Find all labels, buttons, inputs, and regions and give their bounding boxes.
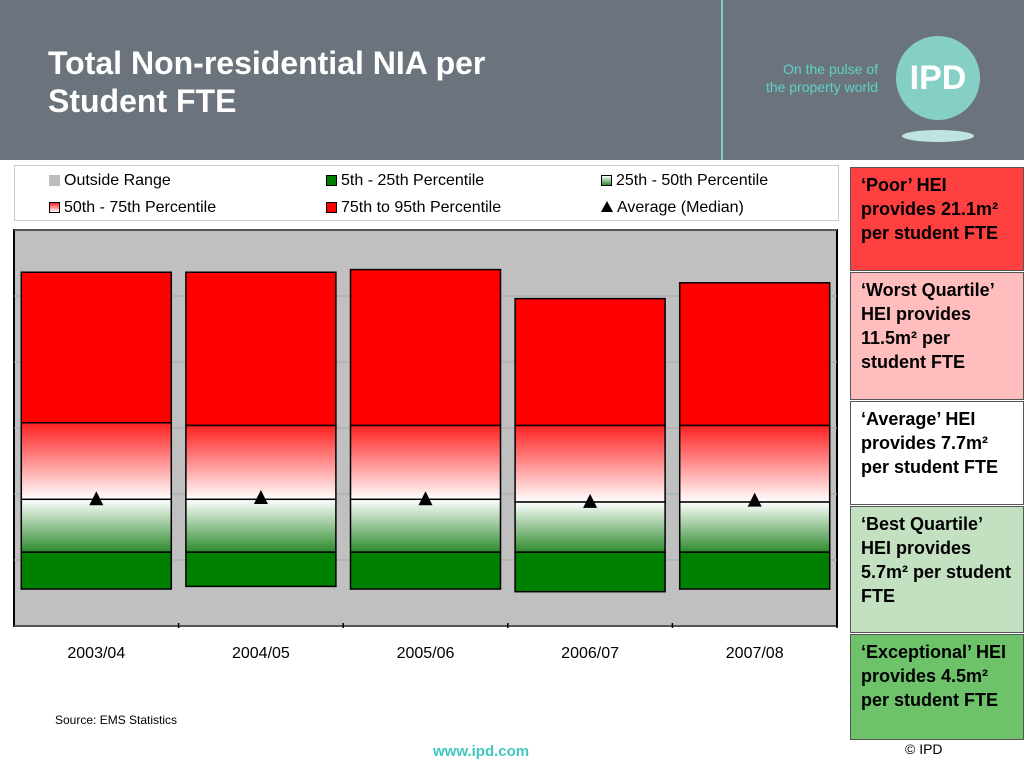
- panel-text: ‘Average’ HEI provides 7.7m² per student…: [861, 409, 999, 477]
- source-note: Source: EMS Statistics: [55, 713, 178, 727]
- x-tick-label: 2004/05: [232, 645, 290, 662]
- bars: [20, 268, 831, 593]
- bar-segment-2003-04-2: [20, 421, 173, 501]
- bar-segment-2006-07-0: [514, 551, 666, 593]
- bar-segment-2007-08-1: [678, 501, 831, 553]
- median-marker-2006-07: [583, 493, 598, 508]
- x-tick-labels: 2003/04 2004/05 2005/06 2006/07 2007/08: [67, 623, 838, 662]
- bar-segment-2005-06-0: [349, 551, 502, 590]
- tagline-line-1: On the pulse of: [783, 61, 878, 77]
- header-banner: Total Non-residential NIA per Student FT…: [0, 0, 1024, 160]
- percentile-bar-chart: 2003/04 2004/05 2005/06 2006/07 2007/08: [13, 229, 838, 662]
- legend-swatch-icon: [326, 175, 337, 186]
- legend-swatch-icon: [601, 175, 612, 186]
- median-marker-2003-04: [89, 491, 104, 506]
- bar-segment-2005-06-3: [349, 268, 502, 427]
- legend-swatch-icon: [49, 202, 60, 213]
- legend-label: Outside Range: [64, 172, 171, 189]
- bar-segment-2003-04-0: [20, 551, 173, 590]
- legend-label: 50th - 75th Percentile: [64, 199, 217, 216]
- legend-label: 75th to 95th Percentile: [341, 199, 502, 216]
- title-line-2: Student FTE: [48, 83, 237, 119]
- bar-segment-2006-07-2: [514, 424, 666, 503]
- panel-worst-quartile: ‘Worst Quartile’ HEI provides 11.5m² per…: [850, 272, 1024, 400]
- panel-poor: ‘Poor’ HEI provides 21.1m² per student F…: [850, 167, 1024, 271]
- x-tick-label: 2006/07: [561, 645, 619, 662]
- legend-swatch-icon: [49, 175, 60, 186]
- tagline: On the pulse of the property world: [735, 60, 878, 96]
- legend-item-50-75: 50th - 75th Percentile: [49, 198, 216, 218]
- panel-text: ‘Worst Quartile’ HEI provides 11.5m² per…: [861, 280, 994, 372]
- legend-item-outside-range: Outside Range: [49, 171, 171, 191]
- website-link[interactable]: www.ipd.com: [433, 743, 530, 760]
- tagline-line-2: the property world: [765, 79, 878, 95]
- bar-segment-2006-07-1: [514, 501, 666, 553]
- legend-item-5-25: 5th - 25th Percentile: [326, 171, 484, 191]
- median-marker-2005-06: [418, 491, 433, 506]
- copyright: © IPD: [905, 741, 943, 757]
- legend-swatch-icon: [326, 202, 337, 213]
- bar-segment-2005-06-1: [349, 498, 502, 553]
- x-tick-label: 2007/08: [726, 645, 784, 662]
- panel-text: ‘Best Quartile’ HEI provides 5.7m² per s…: [861, 514, 1012, 606]
- legend-item-75-95: 75th to 95th Percentile: [326, 198, 501, 218]
- logo-shadow: [902, 130, 974, 142]
- chart-legend: Outside Range 5th - 25th Percentile 25th…: [14, 165, 839, 221]
- panel-average: ‘Average’ HEI provides 7.7m² per student…: [850, 401, 1024, 505]
- ipd-logo: IPD: [896, 36, 980, 120]
- bar-segment-2003-04-1: [20, 498, 173, 553]
- panel-text: ‘Exceptional’ HEI provides 4.5m² per stu…: [861, 642, 1007, 710]
- panel-exceptional: ‘Exceptional’ HEI provides 4.5m² per stu…: [850, 634, 1024, 740]
- x-tick-label: 2005/06: [397, 645, 455, 662]
- legend-item-25-50: 25th - 50th Percentile: [601, 171, 768, 191]
- bar-segment-2004-05-1: [185, 498, 337, 553]
- header-divider: [721, 0, 723, 160]
- panel-best-quartile: ‘Best Quartile’ HEI provides 5.7m² per s…: [850, 506, 1024, 633]
- bar-segment-2003-04-3: [20, 271, 173, 424]
- legend-item-median: Average (Median): [601, 198, 744, 218]
- bar-segment-2005-06-2: [349, 424, 502, 501]
- legend-label: Average (Median): [617, 199, 744, 216]
- median-marker-2007-08: [747, 492, 762, 507]
- x-tick-label: 2003/04: [67, 645, 125, 662]
- logo-text: IPD: [909, 59, 967, 97]
- legend-label: 5th - 25th Percentile: [341, 172, 485, 189]
- page-title: Total Non-residential NIA per Student FT…: [48, 44, 648, 120]
- triangle-icon: [601, 201, 613, 212]
- bar-segment-2004-05-2: [185, 424, 337, 501]
- bar-segment-2007-08-2: [678, 424, 831, 503]
- bar-segment-2004-05-0: [185, 551, 337, 588]
- median-marker-2004-05: [253, 489, 268, 504]
- bar-segment-2004-05-3: [185, 271, 337, 427]
- bar-segment-2007-08-3: [678, 282, 831, 427]
- title-line-1: Total Non-residential NIA per: [48, 45, 486, 81]
- bar-segment-2006-07-3: [514, 297, 666, 427]
- legend-label: 25th - 50th Percentile: [616, 172, 769, 189]
- panel-text: ‘Poor’ HEI provides 21.1m² per student F…: [861, 175, 999, 243]
- bar-segment-2007-08-0: [678, 551, 831, 590]
